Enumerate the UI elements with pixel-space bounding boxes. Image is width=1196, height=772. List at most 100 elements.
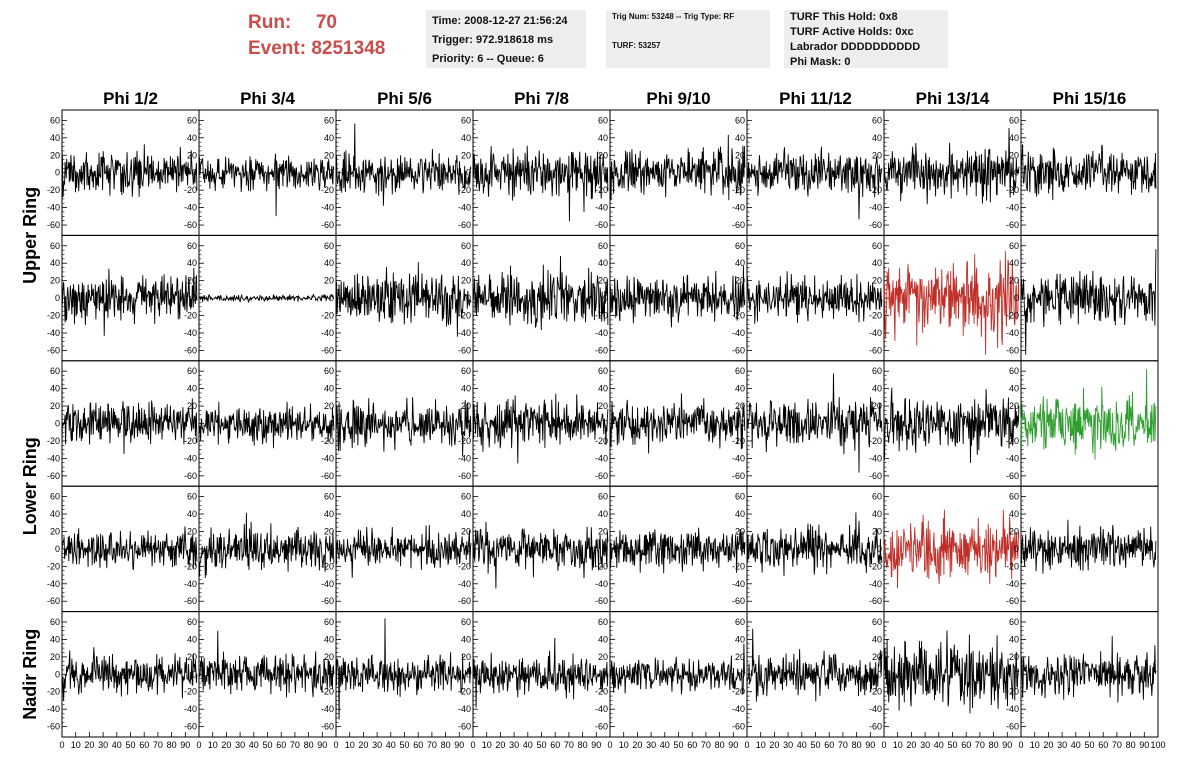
y-tick-label: 20: [1009, 526, 1019, 536]
x-tick-label: 10: [619, 740, 629, 750]
x-tick-label: 40: [660, 740, 670, 750]
y-tick-label: -40: [47, 579, 60, 589]
waveform-r3-c5: [609, 393, 746, 454]
y-tick-label: 20: [1009, 276, 1019, 286]
y-tick-label: 40: [187, 133, 197, 143]
y-tick-label: 40: [735, 133, 745, 143]
x-tick-label: 60: [413, 740, 423, 750]
x-tick-label: 30: [646, 740, 656, 750]
x-tick-label: 80: [989, 740, 999, 750]
x-tick-label: 80: [167, 740, 177, 750]
y-tick-label: 40: [461, 634, 471, 644]
y-tick-label: 40: [598, 258, 608, 268]
y-tick-label: 60: [735, 241, 745, 251]
x-tick-label: 50: [947, 740, 957, 750]
waveform-r1-c1: [61, 144, 198, 198]
y-tick-label: -20: [869, 561, 882, 571]
y-tick-label: 40: [598, 634, 608, 644]
x-tick-label: 90: [591, 740, 601, 750]
y-tick-label: 40: [461, 133, 471, 143]
x-tick-label: 20: [84, 740, 94, 750]
y-tick-label: 40: [598, 509, 608, 519]
y-tick-label: -60: [732, 471, 745, 481]
x-tick-label: 50: [262, 740, 272, 750]
y-tick-label: 0: [603, 293, 608, 303]
y-tick-label: 0: [603, 669, 608, 679]
row-label-upper-ring: Upper Ring: [20, 187, 40, 284]
y-tick-label: 0: [192, 419, 197, 429]
y-tick-label: -20: [458, 436, 471, 446]
y-tick-label: -60: [184, 722, 197, 732]
y-tick-label: 60: [187, 617, 197, 627]
time-text: Time: 2008-12-27 21:56:24: [432, 15, 568, 27]
x-tick-label: 90: [180, 740, 190, 750]
y-tick-label: -40: [458, 203, 471, 213]
y-tick-label: 60: [50, 617, 60, 627]
y-tick-label: -40: [321, 579, 334, 589]
trigger-text: Trigger: 972.918618 ms: [432, 34, 554, 46]
y-tick-label: -20: [595, 561, 608, 571]
y-tick-label: -20: [321, 436, 334, 446]
x-tick-label: 80: [1126, 740, 1136, 750]
y-tick-label: 60: [735, 115, 745, 125]
y-tick-label: 60: [324, 492, 334, 502]
x-tick-label: 80: [304, 740, 314, 750]
y-tick-label: 60: [50, 115, 60, 125]
y-tick-label: -20: [869, 185, 882, 195]
y-tick-label: 60: [1009, 115, 1019, 125]
waveform-r5-c6: [746, 628, 883, 702]
y-tick-label: 20: [735, 526, 745, 536]
x-tick-label: 60: [824, 740, 834, 750]
y-tick-label: -60: [1006, 722, 1019, 732]
column-header-6: Phi 11/12: [779, 89, 852, 108]
x-tick-label: 40: [112, 740, 122, 750]
y-tick-label: -60: [47, 471, 60, 481]
y-tick-label: -40: [47, 203, 60, 213]
y-tick-label: 20: [1009, 652, 1019, 662]
x-tick-label: 90: [1139, 740, 1149, 750]
x-tick-label: 90: [865, 740, 875, 750]
y-tick-label: 0: [603, 544, 608, 554]
x-tick-label: 60: [276, 740, 286, 750]
y-tick-label: 40: [735, 258, 745, 268]
y-tick-label: 0: [1014, 419, 1019, 429]
y-tick-label: 60: [1009, 492, 1019, 502]
y-tick-label: 60: [461, 617, 471, 627]
y-tick-label: -20: [458, 311, 471, 321]
y-tick-label: 0: [877, 293, 882, 303]
run-event-box: Run: 70 Event: 8251348: [248, 10, 418, 68]
y-tick-label: -40: [47, 328, 60, 338]
y-tick-label: 20: [50, 276, 60, 286]
y-tick-label: 20: [324, 150, 334, 160]
waveform-r4-c3: [335, 524, 472, 578]
y-tick-label: 0: [877, 544, 882, 554]
y-tick-label: -60: [595, 722, 608, 732]
x-tick-label: 50: [536, 740, 546, 750]
y-tick-label: 20: [1009, 401, 1019, 411]
y-tick-label: 20: [598, 652, 608, 662]
turf-this-hold-text: TURF This Hold: 0x8: [790, 11, 898, 23]
y-tick-label: -60: [47, 596, 60, 606]
x-tick-label: 40: [249, 740, 259, 750]
y-tick-label: -20: [458, 687, 471, 697]
y-tick-label: 0: [192, 168, 197, 178]
y-tick-label: 60: [735, 617, 745, 627]
waveform-r2-c3: [335, 262, 472, 337]
x-tick-label: 20: [358, 740, 368, 750]
y-tick-label: 20: [735, 276, 745, 286]
y-tick-label: 0: [877, 669, 882, 679]
y-tick-label: 0: [466, 669, 471, 679]
y-tick-label: 20: [50, 401, 60, 411]
y-tick-label: 0: [740, 419, 745, 429]
waveform-r2-c6: [746, 271, 883, 324]
y-tick-label: -60: [869, 220, 882, 230]
x-tick-label: 20: [769, 740, 779, 750]
y-tick-label: 40: [872, 509, 882, 519]
x-tick-label: 60: [961, 740, 971, 750]
x-tick-label: 70: [701, 740, 711, 750]
run-label: Run:: [248, 12, 292, 33]
x-tick-label: 70: [838, 740, 848, 750]
y-tick-label: 0: [1014, 168, 1019, 178]
y-tick-label: -20: [1006, 311, 1019, 321]
x-tick-label: 40: [797, 740, 807, 750]
